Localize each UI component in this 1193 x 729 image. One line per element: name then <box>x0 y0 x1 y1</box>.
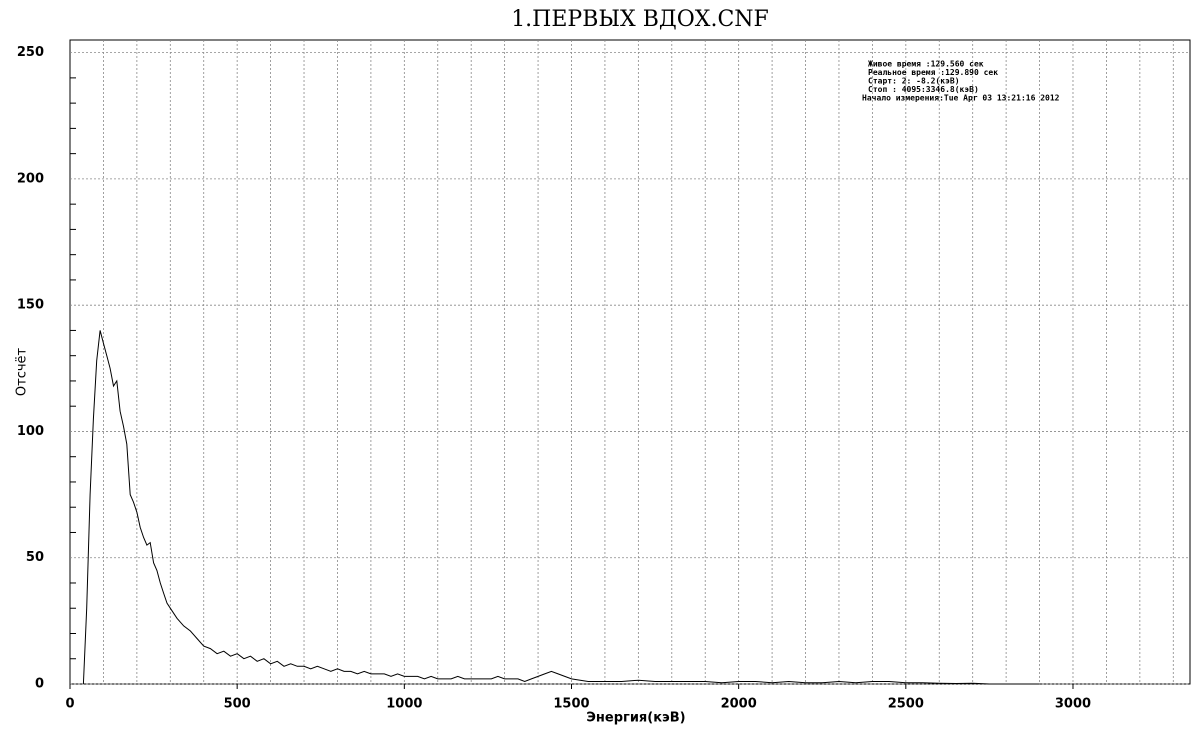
x-tick-label: 1500 <box>553 697 589 712</box>
annotation: Живое время :129.560 сек <box>868 60 984 69</box>
x-tick-label: 0 <box>65 697 74 712</box>
chart-title: 1.ПЕРВЫХ ВДОХ.CNF <box>511 7 769 32</box>
x-axis-label: Энергия(кэВ) <box>586 711 685 726</box>
y-tick-label: 100 <box>17 424 44 439</box>
annotation: Начало измерения:Tue Apr 03 13:21:16 201… <box>862 94 1060 103</box>
x-tick-label: 2500 <box>888 697 924 712</box>
y-tick-label: 150 <box>17 298 44 313</box>
y-tick-label: 250 <box>17 45 44 60</box>
plot-area <box>69 39 1191 685</box>
annotation: Старт: 2: -8.2(кэВ) <box>868 77 960 86</box>
y-axis-label: Отсчёт <box>15 347 30 396</box>
annotation: Реальное время :129.890 сек <box>868 68 998 77</box>
spectrum-line <box>82 330 1040 685</box>
y-tick-label: 200 <box>17 171 44 186</box>
y-tick-label: 50 <box>26 550 44 565</box>
x-tick-label: 3000 <box>1055 697 1091 712</box>
y-tick-label: 0 <box>35 677 44 692</box>
x-tick-label: 1000 <box>386 697 422 712</box>
annotation: Стоп : 4095:3346.8(кэВ) <box>868 85 979 94</box>
x-tick-label: 500 <box>224 697 251 712</box>
x-tick-label: 2000 <box>721 697 757 712</box>
